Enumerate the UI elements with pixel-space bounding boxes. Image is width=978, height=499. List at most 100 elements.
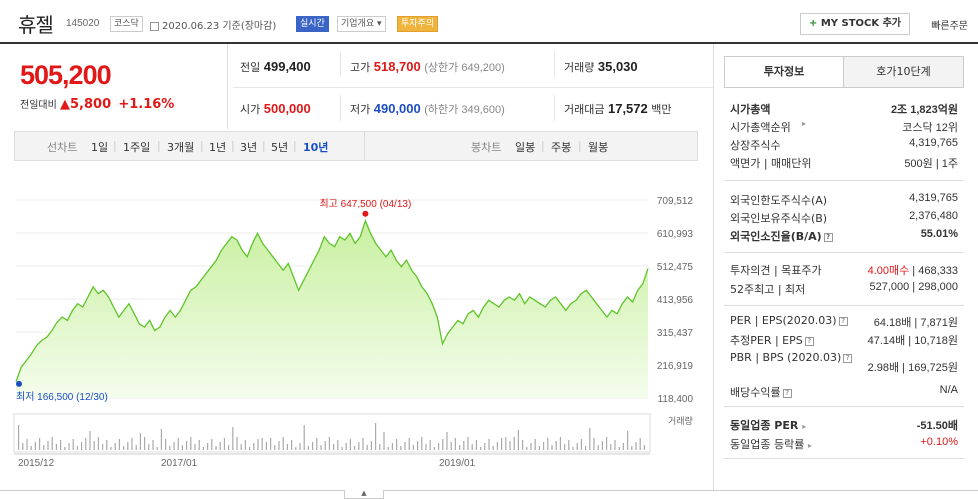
volume-bar	[39, 438, 41, 450]
volume-bar	[22, 443, 24, 450]
volume-bar	[433, 447, 435, 450]
right-panel-tabs: 투자정보 호가10단계	[724, 56, 964, 88]
help-icon[interactable]: ?	[838, 316, 848, 326]
volume-bar	[139, 433, 141, 450]
stock-name: 휴젤	[18, 13, 54, 37]
foreign-row-value: 4,319,765	[909, 192, 958, 204]
volume-label: 거래량	[564, 61, 595, 74]
price-chart[interactable]: 709,512 610,993 512,475 413,956 315,437 216,9…	[0, 160, 712, 490]
volume-bar	[366, 445, 368, 450]
header-divider	[0, 42, 978, 44]
period-10y[interactable]: 10년	[303, 141, 329, 154]
bottom-divider	[0, 490, 978, 491]
volume-bar	[513, 437, 515, 450]
candle-monthly[interactable]: 월봉	[588, 141, 609, 154]
volume-bar	[496, 442, 498, 450]
up-arrow-icon: ▲	[60, 97, 70, 112]
volume-bar	[278, 441, 280, 450]
foreign-row-value: 55.01%	[920, 228, 958, 240]
company-overview-dropdown[interactable]: 기업개요 ▾	[337, 16, 386, 32]
summary-open: 시가 500,000	[240, 101, 311, 117]
volume-bar	[299, 443, 301, 450]
tab-orderbook[interactable]: 호가10단계	[843, 57, 963, 87]
x-tick-label: 2017/01	[161, 458, 198, 469]
help-icon[interactable]: ?	[804, 336, 814, 346]
opinion-value: 4.00매수	[867, 265, 910, 277]
volume-bar	[253, 443, 255, 450]
volume-bar	[282, 437, 284, 450]
volume-bar	[68, 443, 70, 450]
volume-bars	[18, 423, 645, 450]
est-per-label: 추정PER | EPS?	[730, 332, 814, 348]
period-3m[interactable]: 3개월	[167, 141, 195, 154]
collapse-button[interactable]: ▲	[344, 490, 384, 499]
volume-bar	[446, 432, 448, 450]
dividend-value: N/A	[939, 384, 958, 396]
period-1y[interactable]: 1년	[209, 141, 227, 154]
pbr-label: PBR | BPS (2020.03)?	[730, 351, 853, 364]
volume-bar	[30, 446, 32, 450]
y-tick-label: 610,993	[657, 229, 694, 240]
volume-bar	[102, 444, 104, 450]
volume-bar	[534, 439, 536, 450]
x-tick-label: 2015/12	[18, 458, 55, 469]
realtime-badge[interactable]: 실시간	[296, 16, 329, 32]
fast-order-link[interactable]: 빠른주문	[931, 21, 968, 32]
volume-bar	[328, 437, 330, 450]
volume-bar	[240, 444, 242, 450]
per-values: 64.18배 | 7,871원	[873, 317, 958, 329]
volume-bar	[148, 444, 150, 450]
volume-bar	[47, 441, 49, 450]
volume-bar	[354, 446, 356, 450]
summary-prev: 전일 499,400	[240, 59, 311, 75]
volume-bar	[375, 423, 377, 450]
est-per-values: 47.14배 | 10,718원	[867, 335, 958, 347]
period-3y[interactable]: 3년	[240, 141, 258, 154]
period-1w[interactable]: 1주일	[123, 141, 151, 154]
help-icon[interactable]: ?	[782, 388, 792, 398]
help-icon[interactable]: ?	[823, 232, 833, 242]
volume-bar	[547, 438, 549, 450]
volume-bar	[467, 437, 469, 450]
candle-daily[interactable]: 일봉	[515, 141, 536, 154]
period-5y[interactable]: 5년	[271, 141, 289, 154]
candle-chart-label: 봉차트	[471, 141, 502, 154]
tab-invest-info[interactable]: 투자정보	[725, 57, 843, 87]
volume-bar	[202, 447, 204, 450]
volume-bar	[223, 438, 225, 450]
open-label: 시가	[240, 103, 261, 116]
period-sep: |	[262, 139, 266, 152]
high-value: 518,700	[373, 59, 421, 74]
period-sep: |	[293, 139, 297, 152]
add-mystock-button[interactable]: + MY STOCK 추가	[799, 13, 910, 35]
volume-bar	[429, 440, 431, 450]
foreign-row-value: 2,376,480	[909, 210, 958, 222]
volume-bar	[337, 440, 339, 450]
current-price: 505,200	[20, 60, 112, 90]
volume-bar	[551, 445, 553, 450]
dividend-label: 배당수익률?	[730, 384, 792, 400]
volume-bar	[538, 446, 540, 450]
volume-bar	[454, 438, 456, 450]
volume-bar	[480, 447, 482, 450]
candle-sep: |	[541, 139, 545, 152]
volume-bar	[106, 440, 108, 450]
volume-bar	[505, 437, 507, 450]
invest-row-value: 4,319,765	[909, 137, 958, 149]
volume-bar	[190, 437, 192, 450]
volume-bar	[211, 439, 213, 450]
volume-bar	[484, 443, 486, 450]
volume-bar	[488, 439, 490, 450]
foreign-row-label: 외국인한도주식수(A)	[730, 194, 828, 207]
section-divider	[724, 406, 964, 407]
candle-sep: |	[578, 139, 582, 152]
candle-weekly[interactable]: 주봉	[551, 141, 572, 154]
volume-bar	[320, 445, 322, 450]
volume-bar	[169, 446, 171, 450]
plus-icon: +	[808, 18, 818, 29]
summary-volume: 거래량 35,030	[564, 59, 638, 75]
period-1d[interactable]: 1일	[91, 141, 109, 154]
volume-bar	[156, 447, 158, 450]
volume-bar	[631, 446, 633, 450]
help-icon[interactable]: ?	[843, 353, 853, 363]
